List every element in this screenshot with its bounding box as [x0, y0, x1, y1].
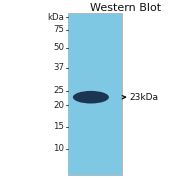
Text: 50: 50 — [53, 43, 64, 52]
Text: 10: 10 — [53, 144, 64, 153]
Bar — [68, 13, 122, 175]
Text: 15: 15 — [53, 122, 64, 131]
Text: Western Blot: Western Blot — [90, 3, 162, 13]
Ellipse shape — [73, 91, 109, 104]
Text: kDa: kDa — [47, 13, 64, 22]
Text: 37: 37 — [53, 63, 64, 72]
Text: 75: 75 — [53, 25, 64, 34]
Text: 23kDa: 23kDa — [130, 93, 159, 102]
Text: 20: 20 — [53, 101, 64, 110]
Text: 25: 25 — [53, 86, 64, 95]
